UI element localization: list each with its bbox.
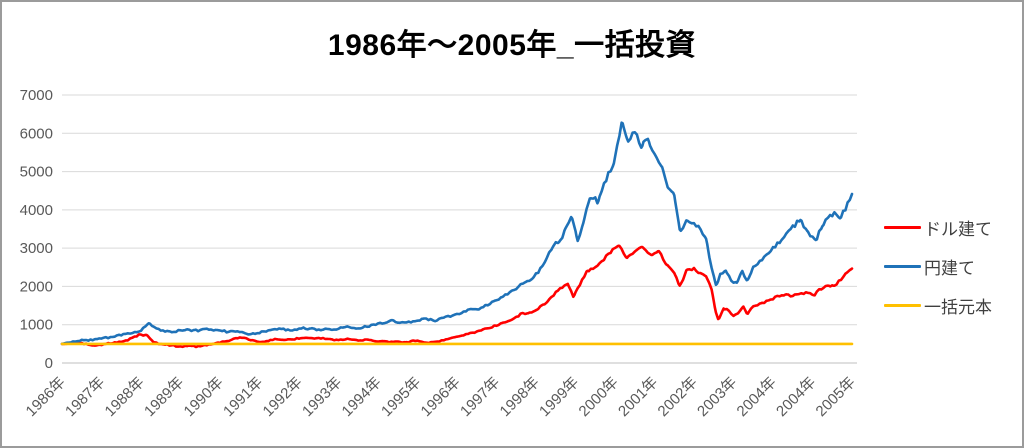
series-line-usd bbox=[60, 244, 854, 349]
y-tick-label: 5000 bbox=[20, 164, 53, 181]
x-tick-label: 2001年 bbox=[615, 374, 661, 420]
legend-line-jpy bbox=[884, 265, 921, 268]
x-tick-label: 1996年 bbox=[418, 374, 464, 420]
y-tick-label: 6000 bbox=[20, 125, 53, 142]
y-tick-label: 0 bbox=[45, 355, 53, 372]
legend: ドル建て円建て一括元本 bbox=[884, 215, 992, 318]
x-tick-label: 1993年 bbox=[299, 374, 345, 420]
legend-line-usd bbox=[884, 226, 921, 229]
x-tick-label: 1990年 bbox=[181, 374, 227, 420]
y-tick-label: 3000 bbox=[20, 240, 53, 257]
legend-line-principal bbox=[884, 304, 921, 307]
y-tick-label: 4000 bbox=[20, 202, 53, 219]
x-tick-label: 1992年 bbox=[260, 374, 306, 420]
x-tick-label: 1997年 bbox=[457, 374, 503, 420]
y-tick-label: 1000 bbox=[20, 317, 53, 334]
y-tick-label: 2000 bbox=[20, 278, 53, 295]
x-tick-label: 1989年 bbox=[141, 374, 187, 420]
x-tick-label: 2004年 bbox=[734, 374, 780, 420]
series-line-jpy bbox=[60, 121, 854, 346]
x-tick-label: 2002年 bbox=[655, 374, 701, 420]
x-tick-label: 1986年 bbox=[23, 374, 69, 420]
x-tick-label: 1987年 bbox=[62, 374, 108, 420]
x-tick-label: 1999年 bbox=[536, 374, 582, 420]
chart-title: 1986年～2005年_一括投資 bbox=[327, 29, 697, 62]
y-tick-label: 7000 bbox=[20, 87, 53, 104]
legend-label-principal: 一括元本 bbox=[924, 298, 992, 317]
x-tick-label: 1998年 bbox=[497, 374, 543, 420]
legend-item-principal: 一括元本 bbox=[884, 293, 992, 318]
legend-label-jpy: 円建て bbox=[924, 259, 975, 278]
x-tick-label: 2000年 bbox=[576, 374, 622, 420]
x-tick-label: 1988年 bbox=[102, 374, 148, 420]
legend-item-usd: ドル建て bbox=[884, 215, 992, 240]
x-tick-label: 1991年 bbox=[220, 374, 266, 420]
x-tick-label: 2003年 bbox=[694, 374, 740, 420]
legend-label-usd: ドル建て bbox=[924, 220, 992, 239]
x-tick-label: 2005年 bbox=[813, 374, 859, 420]
legend-item-jpy: 円建て bbox=[884, 254, 992, 279]
x-tick-label: 2004年 bbox=[773, 374, 819, 420]
x-tick-label: 1994年 bbox=[339, 374, 385, 420]
x-tick-label: 1995年 bbox=[378, 374, 424, 420]
